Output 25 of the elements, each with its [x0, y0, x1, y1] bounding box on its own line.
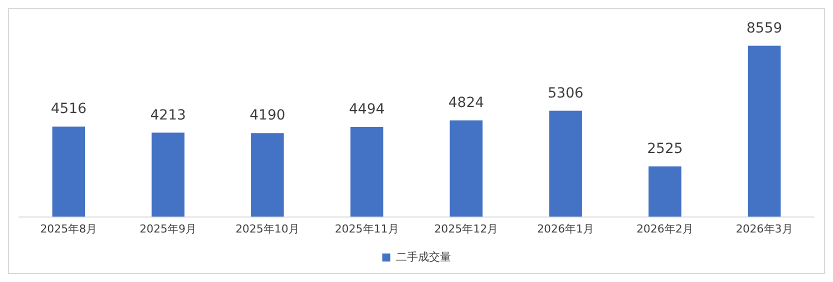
bar: [648, 166, 682, 217]
x-tick-label: 2025年10月: [235, 222, 300, 236]
x-tick-label: 2025年12月: [434, 222, 498, 236]
data-label: 4213: [150, 107, 186, 124]
legend-label: 二手成交量: [396, 250, 451, 264]
bar: [251, 133, 284, 217]
x-tick-label: 2025年9月: [140, 222, 197, 236]
data-label: 4824: [448, 95, 484, 112]
x-tick-label: 2026年1月: [537, 222, 594, 236]
bar: [152, 132, 184, 217]
x-tick-label: 2025年8月: [40, 222, 98, 236]
data-label: 4516: [50, 101, 87, 118]
bar: [549, 110, 582, 217]
x-tick-label: 2026年3月: [736, 222, 793, 236]
data-label: 8559: [746, 20, 782, 36]
data-label: 4494: [348, 102, 385, 118]
bar: [350, 127, 384, 217]
x-tick-label: 2026年2月: [636, 222, 694, 236]
data-label: 2525: [647, 140, 683, 157]
data-label: 5306: [548, 85, 584, 102]
bar: [52, 126, 86, 217]
bar: [748, 46, 781, 217]
bar: [450, 120, 483, 217]
x-tick-label: 2025年11月: [334, 222, 399, 236]
data-label: 4190: [250, 108, 286, 124]
